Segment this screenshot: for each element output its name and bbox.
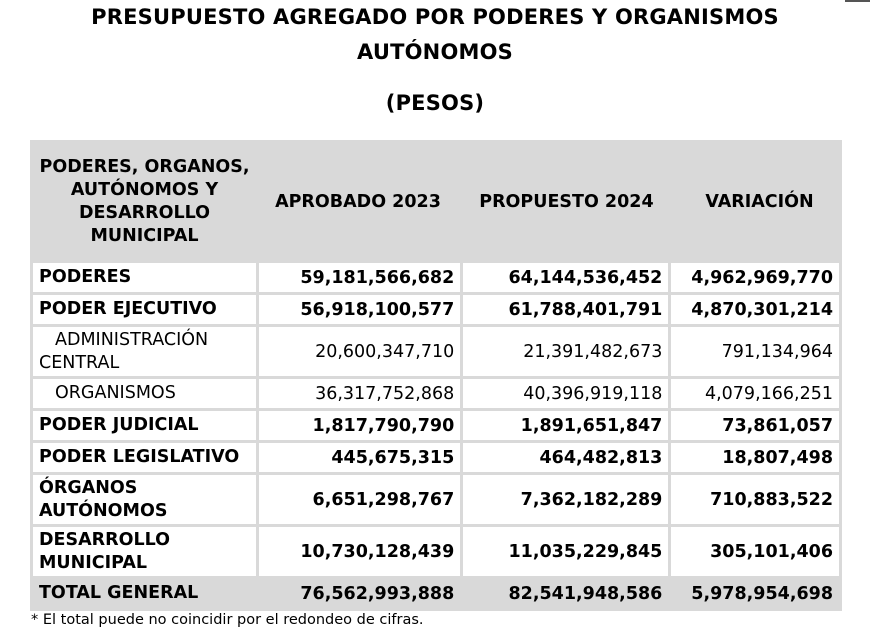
table-row: PODER JUDICIAL 1,817,790,790 1,891,651,8…: [33, 411, 839, 440]
page-subtitle-units: (PESOS): [385, 91, 485, 115]
cell-variacion: 305,101,406: [671, 527, 839, 576]
cell-aprobado: 6,651,298,767: [259, 475, 461, 524]
header-entity: PODERES, ORGANOS, AUTÓNOMOS Y DESARROLLO…: [33, 143, 257, 260]
row-label: DESARROLLO MUNICIPAL: [33, 527, 257, 576]
cell-propuesto: 61,788,401,791: [463, 295, 669, 324]
table-row: DESARROLLO MUNICIPAL 10,730,128,439 11,0…: [33, 527, 839, 576]
header-aprobado-2023: APROBADO 2023: [259, 143, 461, 260]
cell-variacion: 18,807,498: [671, 443, 839, 472]
table-row: PODER LEGISLATIVO 445,675,315 464,482,81…: [33, 443, 839, 472]
cell-aprobado: 445,675,315: [259, 443, 461, 472]
cell-aprobado: 10,730,128,439: [259, 527, 461, 576]
row-label: ÓRGANOS AUTÓNOMOS: [33, 475, 257, 524]
cell-propuesto: 1,891,651,847: [463, 411, 669, 440]
total-label: TOTAL GENERAL: [33, 579, 257, 608]
page-title-line-2: AUTÓNOMOS: [357, 40, 513, 64]
table-header-row: PODERES, ORGANOS, AUTÓNOMOS Y DESARROLLO…: [33, 143, 839, 260]
table-row: ORGANISMOS 36,317,752,868 40,396,919,118…: [33, 379, 839, 408]
row-label: PODER EJECUTIVO: [33, 295, 257, 324]
cell-propuesto: 21,391,482,673: [463, 327, 669, 376]
table-row: ÓRGANOS AUTÓNOMOS 6,651,298,767 7,362,18…: [33, 475, 839, 524]
table-row: ADMINISTRACIÓN CENTRAL 20,600,347,710 21…: [33, 327, 839, 376]
row-label: PODER JUDICIAL: [33, 411, 257, 440]
header-variacion: VARIACIÓN: [671, 143, 839, 260]
header-propuesto-2024: PROPUESTO 2024: [463, 143, 669, 260]
footnote: * El total puede no coincidir por el red…: [31, 612, 424, 628]
cell-aprobado: 1,817,790,790: [259, 411, 461, 440]
total-variacion: 5,978,954,698: [671, 579, 839, 608]
cell-propuesto: 40,396,919,118: [463, 379, 669, 408]
cell-propuesto: 464,482,813: [463, 443, 669, 472]
cell-propuesto: 64,144,536,452: [463, 263, 669, 292]
table-total-row: TOTAL GENERAL 76,562,993,888 82,541,948,…: [33, 579, 839, 608]
cell-aprobado: 20,600,347,710: [259, 327, 461, 376]
page-title-line-1: PRESUPUESTO AGREGADO POR PODERES Y ORGAN…: [91, 5, 779, 29]
total-aprobado: 76,562,993,888: [259, 579, 461, 608]
total-propuesto: 82,541,948,586: [463, 579, 669, 608]
row-label: ORGANISMOS: [33, 379, 257, 408]
cell-aprobado: 59,181,566,682: [259, 263, 461, 292]
cell-aprobado: 56,918,100,577: [259, 295, 461, 324]
cell-variacion: 4,079,166,251: [671, 379, 839, 408]
table-row: PODER EJECUTIVO 56,918,100,577 61,788,40…: [33, 295, 839, 324]
cell-variacion: 4,962,969,770: [671, 263, 839, 292]
budget-table: PODERES, ORGANOS, AUTÓNOMOS Y DESARROLLO…: [30, 140, 842, 611]
row-label: ADMINISTRACIÓN CENTRAL: [33, 327, 257, 376]
cell-variacion: 791,134,964: [671, 327, 839, 376]
row-label: PODERES: [33, 263, 257, 292]
top-border-line: [845, 0, 870, 2]
cell-aprobado: 36,317,752,868: [259, 379, 461, 408]
cell-variacion: 73,861,057: [671, 411, 839, 440]
cell-propuesto: 11,035,229,845: [463, 527, 669, 576]
table-row: PODERES 59,181,566,682 64,144,536,452 4,…: [33, 263, 839, 292]
cell-variacion: 710,883,522: [671, 475, 839, 524]
row-label: PODER LEGISLATIVO: [33, 443, 257, 472]
cell-variacion: 4,870,301,214: [671, 295, 839, 324]
cell-propuesto: 7,362,182,289: [463, 475, 669, 524]
